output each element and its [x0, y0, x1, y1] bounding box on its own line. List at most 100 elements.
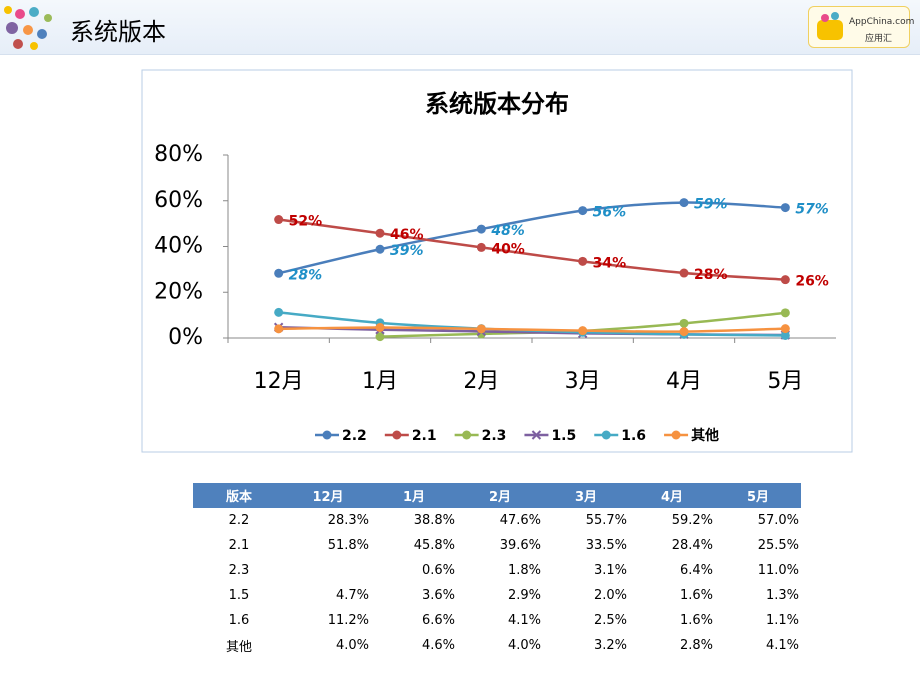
table-cell: 57.0% [757, 513, 799, 528]
table-cell: 45.8% [413, 538, 455, 553]
series-line [278, 326, 786, 333]
table-header-cell: 5月 [715, 483, 801, 508]
data-point [578, 256, 588, 266]
table-cell: 2.9% [507, 588, 541, 603]
data-point [780, 324, 790, 334]
legend-item: 其他 [664, 427, 719, 444]
table-cell: 4.6% [421, 638, 455, 653]
data-point [274, 307, 284, 317]
logo-icon [817, 12, 843, 40]
table-cell: 55.7% [585, 513, 627, 528]
table-cell: 6.6% [421, 613, 455, 628]
table-row: 1.5 4.7% 3.6% 2.9% 2.0% 1.6% 1.3% [193, 583, 801, 608]
table-header-cell: 12月 [285, 483, 371, 508]
legend-item: 2.2 [315, 428, 367, 444]
data-label: 57% [795, 202, 829, 218]
data-point [578, 326, 588, 336]
table-cell: 33.5% [585, 538, 627, 553]
data-point [780, 275, 790, 285]
data-point [578, 206, 588, 216]
table-cell: 59.2% [671, 513, 713, 528]
table-cell: 4.1% [507, 613, 541, 628]
data-label: 56% [593, 205, 627, 221]
x-tick-label: 2月 [463, 369, 499, 394]
data-label: 40% [491, 241, 525, 257]
legend-label: 1.6 [621, 428, 646, 444]
table-cell: 11.2% [327, 613, 369, 628]
y-tick-label: 80% [154, 142, 203, 167]
legend-item: 1.5 [524, 428, 576, 444]
table-header-cell: 2月 [457, 483, 543, 508]
table-cell: 4.0% [335, 638, 369, 653]
data-point [679, 198, 689, 208]
table-cell: 11.0% [757, 563, 799, 578]
data-point [679, 327, 689, 337]
table-cell: 1.6% [679, 588, 713, 603]
table-header-cell: 4月 [629, 483, 715, 508]
table-cell: 2.1 [228, 538, 250, 553]
table-cell: 其他 [225, 640, 252, 655]
data-label: 52% [289, 214, 323, 230]
table-cell [285, 558, 371, 583]
table-cell: 1.8% [507, 563, 541, 578]
data-point [274, 215, 284, 225]
y-tick-label: 20% [154, 279, 203, 304]
table-row: 2.2 28.3% 38.8% 47.6% 55.7% 59.2% 57.0% [193, 508, 801, 533]
table-cell: 1.3% [765, 588, 799, 603]
table-header-row: 版本 12月 1月 2月 3月 4月 5月 [193, 483, 801, 508]
legend-marker [392, 430, 402, 440]
table-cell: 39.6% [499, 538, 541, 553]
table-cell: 6.4% [679, 563, 713, 578]
data-point [375, 322, 385, 332]
x-tick-label: 5月 [767, 369, 803, 394]
logo: AppChina.com 应用汇 [808, 6, 914, 48]
table-cell: 1.6% [679, 613, 713, 628]
table-cell: 3.2% [593, 638, 627, 653]
table-cell: 2.2 [228, 513, 250, 528]
data-point [476, 242, 486, 252]
y-tick-label: 60% [154, 188, 203, 213]
data-label: 28% [694, 267, 728, 283]
data-point [679, 268, 689, 278]
data-point [375, 244, 385, 254]
legend-label: 1.5 [551, 428, 576, 444]
table-cell: 2.8% [679, 638, 713, 653]
data-point [476, 224, 486, 234]
table-cell: 51.8% [327, 538, 369, 553]
table-cell: 28.3% [327, 513, 369, 528]
decor-dots [4, 6, 52, 50]
data-point [780, 308, 790, 318]
table-cell: 28.4% [671, 538, 713, 553]
data-label: 48% [490, 223, 525, 239]
header-title: 系统版本 [70, 18, 166, 46]
data-label: 26% [795, 274, 829, 290]
table-cell: 3.1% [593, 563, 627, 578]
legend-item: 2.1 [384, 428, 437, 444]
header: 系统版本 AppChina.com 应用汇 [0, 0, 920, 55]
table-cell: 2.3 [228, 563, 250, 578]
table-row: 2.3 0.6% 1.8% 3.1% 6.4% 11.0% [193, 558, 801, 583]
table-header-cell: 3月 [543, 483, 629, 508]
logo-sub: 应用汇 [865, 34, 893, 44]
logo-text: AppChina.com [849, 17, 915, 27]
data-table: 版本 12月 1月 2月 3月 4月 5月 2.2 28.3% 38.8% 47.6% 55.7% 59… [193, 483, 801, 658]
legend-label: 2.1 [412, 428, 437, 444]
table-cell: 38.8% [413, 513, 455, 528]
table-cell: 3.6% [421, 588, 455, 603]
data-label: 28% [289, 267, 323, 283]
table-cell: 47.6% [499, 513, 541, 528]
data-point [780, 330, 790, 340]
legend-marker [531, 430, 542, 440]
table-header-cell: 1月 [371, 483, 457, 508]
data-label: 39% [390, 243, 424, 259]
data-point [375, 228, 385, 238]
table-cell: 25.5% [757, 538, 799, 553]
legend-marker [671, 430, 681, 440]
data-point [274, 324, 284, 334]
x-tick-label: 1月 [362, 369, 398, 394]
series-line [278, 201, 786, 275]
legend-label: 其他 [691, 427, 719, 444]
legend-marker [601, 430, 611, 440]
data-label: 59% [694, 197, 728, 213]
